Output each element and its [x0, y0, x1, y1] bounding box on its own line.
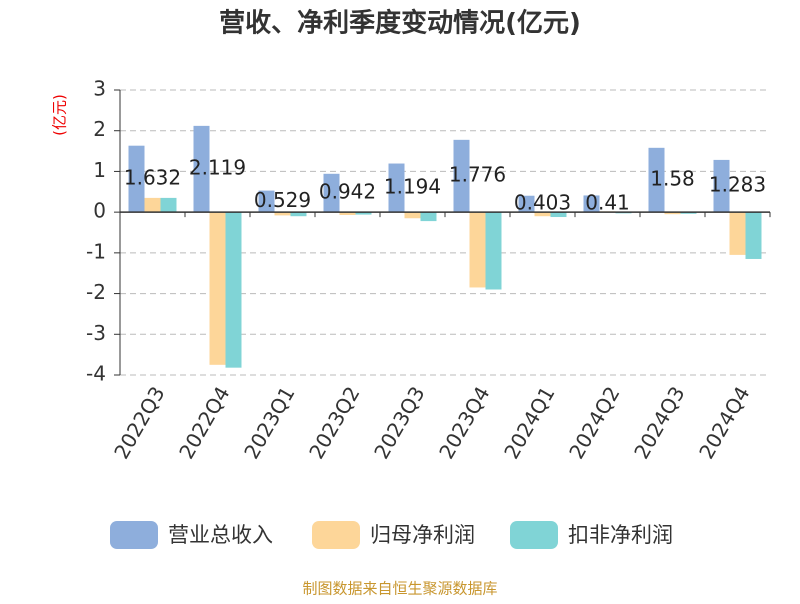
bar [290, 212, 307, 217]
y-tick-label: 1 [93, 158, 106, 182]
bar [680, 212, 697, 214]
bar [453, 139, 470, 213]
bar [745, 212, 762, 259]
x-tick-label: 2023Q3 [369, 382, 429, 463]
x-tick-label: 2024Q2 [564, 382, 624, 463]
bar [209, 212, 226, 365]
legend-label: 扣非净利润 [568, 523, 673, 547]
y-tick-label: -4 [86, 362, 106, 386]
legend-label: 营业总收入 [168, 523, 273, 547]
chart-title: 营收、净利季度变动情况(亿元) [219, 8, 581, 39]
bar [339, 212, 356, 215]
data-label: 0.41 [585, 190, 630, 214]
y-tick-label: 0 [93, 199, 106, 223]
x-tick-label: 2023Q4 [434, 382, 494, 463]
bar [518, 195, 535, 213]
y-tick-label: 3 [93, 77, 106, 101]
x-tick-label: 2023Q1 [239, 382, 299, 463]
bar [485, 212, 502, 290]
bar [729, 212, 746, 255]
bar [258, 190, 275, 213]
data-label: 2.119 [189, 156, 246, 180]
data-label: 1.194 [384, 174, 441, 198]
data-label: 0.403 [514, 190, 571, 214]
bar [355, 212, 372, 215]
x-tick-label: 2024Q3 [629, 382, 689, 463]
data-label: 1.632 [124, 165, 181, 189]
data-label: 1.776 [449, 162, 506, 186]
bar [550, 212, 567, 218]
bar [404, 212, 421, 219]
y-axis-label: (亿元) [51, 94, 69, 136]
bar [713, 159, 730, 213]
bar [274, 212, 291, 216]
y-tick-label: -3 [86, 321, 106, 345]
legend-swatch [312, 521, 360, 549]
y-tick-label: -1 [86, 239, 106, 263]
x-tick-label: 2022Q4 [174, 382, 234, 463]
bar [664, 212, 681, 215]
bar [469, 212, 486, 288]
data-label: 0.942 [319, 179, 376, 203]
x-tick-label: 2024Q4 [694, 382, 754, 463]
bar [420, 212, 437, 222]
bar [225, 212, 242, 368]
bar [323, 173, 340, 213]
data-label: 1.58 [650, 166, 695, 190]
y-tick-label: -2 [86, 280, 106, 304]
data-label: 0.529 [254, 188, 311, 212]
bar [648, 147, 665, 213]
legend-swatch [510, 521, 558, 549]
bar [193, 125, 210, 213]
bar [144, 197, 161, 213]
data-label: 1.283 [709, 173, 766, 197]
x-tick-label: 2024Q1 [499, 382, 559, 463]
y-tick-label: 2 [93, 117, 106, 141]
bar [388, 163, 405, 213]
bar [583, 195, 600, 213]
bar [534, 212, 551, 217]
legend-label: 归母净利润 [370, 523, 475, 547]
source-note: 制图数据来自恒生聚源数据库 [302, 580, 497, 598]
bar [160, 197, 177, 213]
x-tick-label: 2022Q3 [109, 382, 169, 463]
legend-swatch [110, 521, 158, 549]
bar [128, 145, 145, 213]
x-tick-label: 2023Q2 [304, 382, 364, 463]
